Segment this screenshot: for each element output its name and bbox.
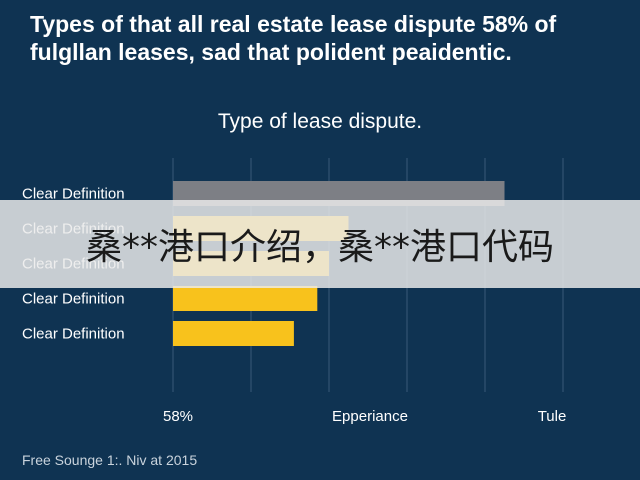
- bar: [173, 321, 294, 346]
- category-label: Clear Definition: [22, 291, 125, 308]
- x-tick-label: Tule: [538, 408, 567, 425]
- overlay-banner-text: 桑**港口介绍，桑**港口代码: [85, 227, 554, 268]
- category-label: Clear Definition: [22, 326, 125, 343]
- category-label: Clear Definition: [22, 186, 125, 203]
- chart-subtitle: Type of lease dispute.: [217, 110, 423, 133]
- x-tick-label: 58%: [163, 408, 193, 425]
- x-tick-label: Epperiance: [332, 408, 408, 425]
- overlay-banner: 桑**港口介绍，桑**港口代码: [0, 200, 640, 288]
- chart-title: Types of that all real estate lease disp…: [30, 11, 557, 65]
- source-note: Free Sounge 1:. Niv at 2015: [22, 452, 198, 468]
- x-tick-labels: 58% Epperiance Tule: [163, 408, 566, 425]
- bar: [173, 286, 318, 311]
